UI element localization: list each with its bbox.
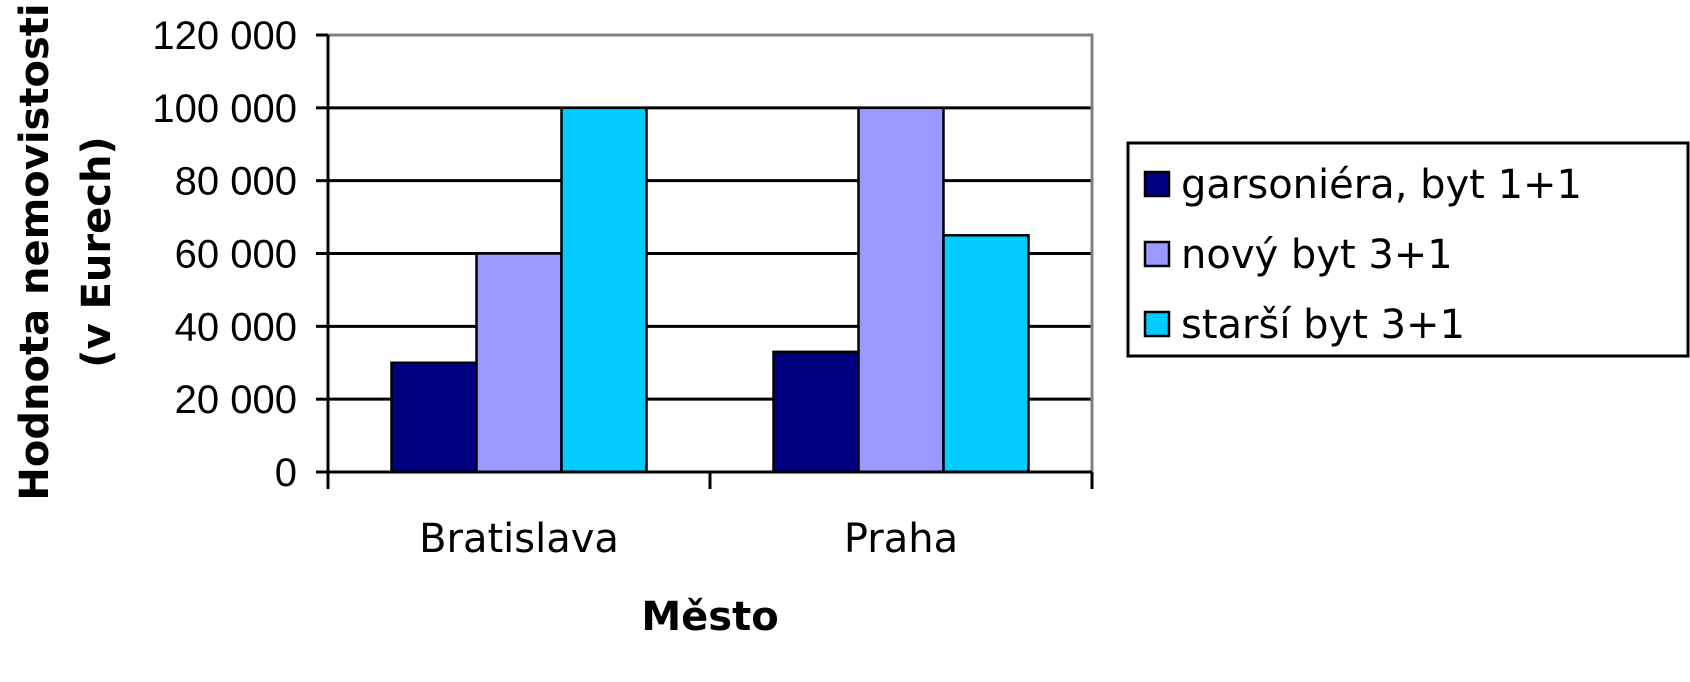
bar — [475, 252, 563, 474]
legend-swatch — [1143, 170, 1171, 198]
y-axis-title-line-1: Hodnota nemovistosti — [12, 3, 58, 500]
legend-swatch — [1143, 240, 1171, 268]
legend-label: garsoniéra, byt 1+1 — [1181, 162, 1582, 208]
legend-swatch — [1143, 310, 1171, 338]
y-tick-label: 40 000 — [175, 305, 297, 349]
x-category-label: Praha — [844, 516, 958, 562]
axes — [316, 33, 1094, 489]
y-tick-labels: 0 20 000 40 000 60 000 80 000 100 000 120 000 — [152, 14, 297, 495]
legend-label: nový byt 3+1 — [1181, 232, 1453, 278]
x-axis-title: Město — [641, 594, 778, 640]
bars — [390, 106, 1030, 474]
y-tick-label: 60 000 — [175, 233, 297, 277]
legend-box — [1126, 141, 1690, 358]
x-category-label: Bratislava — [419, 516, 619, 562]
legend-label: starší byt 3+1 — [1181, 302, 1465, 348]
bar — [857, 106, 945, 474]
y-axis-title-line-2: (v Eurech) — [74, 136, 120, 367]
y-axis-title: Hodnota nemovistosti (v Eurech) — [12, 3, 120, 500]
bar — [942, 234, 1030, 474]
bar — [560, 106, 648, 474]
legend: garsoniéra, byt 1+1 nový byt 3+1 starší by… — [1126, 141, 1690, 358]
y-tick-label: 100 000 — [152, 87, 297, 131]
x-category-labels: Bratislava Praha — [419, 516, 958, 562]
y-tick-label: 0 — [275, 451, 297, 495]
y-tick-label: 20 000 — [175, 378, 297, 422]
bar — [390, 361, 478, 474]
y-tick-label: 120 000 — [152, 14, 297, 58]
bar — [772, 350, 860, 474]
y-tick-label: 80 000 — [175, 160, 297, 204]
